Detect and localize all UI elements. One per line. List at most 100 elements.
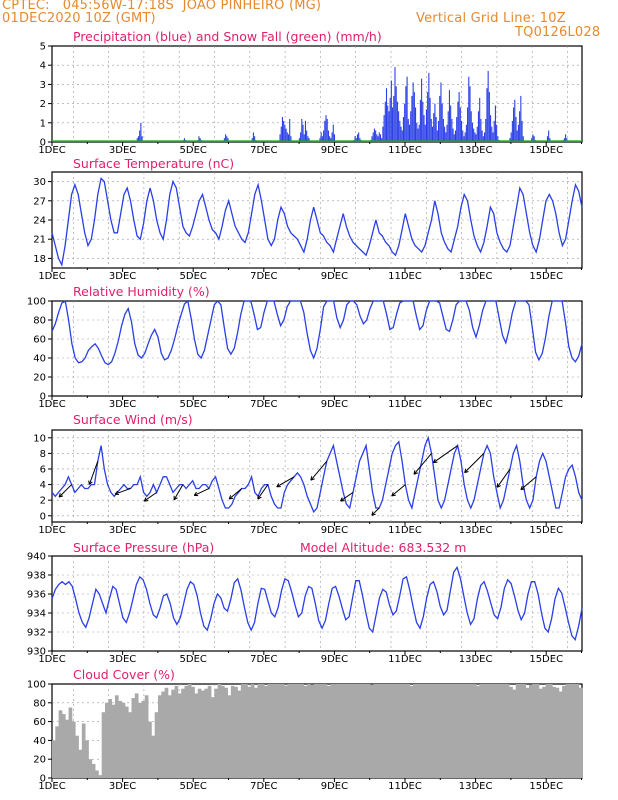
cloud-bar [515,684,520,778]
precip-bar [448,90,450,142]
x-tick-label: 5DEC [180,525,207,536]
precip-bar [393,95,395,142]
precip-bar [283,120,285,142]
wind-arrow-head [413,470,416,475]
precip-bar [225,134,227,142]
precip-bar [319,138,321,142]
cloud-bar [383,684,387,778]
cloud-bar [283,685,288,778]
wind-arrow-head [173,497,178,501]
cloud-bar [366,684,371,778]
precip-bar [382,126,384,142]
cloud-bar [171,689,175,778]
cloud-bar [118,700,122,778]
y-tick-label: 930 [27,647,46,658]
precip-bar [251,138,253,142]
cloud-bar [343,684,348,778]
cloud-bar [58,710,63,778]
precip-bar [388,111,390,142]
wind-arrow-head [88,480,90,485]
x-tick-label: 11DEC [388,654,422,665]
cloud-bar [499,684,503,778]
header-station: CPTEC: 045:56W-17:18S JOAO PINHEIRO (MG) [2,0,322,13]
cloud-bar [446,684,450,778]
cloud-bar [244,684,248,778]
cloud-bar [134,693,139,778]
cloud-bar [214,688,219,778]
x-tick-label: 13DEC [459,271,493,282]
precip-bar [285,128,287,142]
cloud-bar [350,684,354,778]
precip-bar [416,122,418,142]
x-tick-label: 1DEC [38,145,65,156]
header-code: TQ0126L028 [515,25,601,40]
precip-bar [281,117,283,142]
x-tick-label: 15DEC [529,145,563,156]
cloud-bar [121,702,126,778]
x-tick-label: 1DEC [38,399,65,410]
cloud-bar [181,688,185,778]
wind-arrow-head [310,478,315,481]
x-tick-label: 11DEC [388,399,422,410]
cloud-bar [293,684,298,778]
precip-bar [482,136,484,142]
precip-bar [494,105,496,142]
header-datetime: 01DEC2020 10Z (GMT) [2,11,156,26]
cloud-bar [373,684,378,778]
wind-arrow [496,468,511,488]
precip-bar [492,132,494,142]
precip-bar [425,109,427,142]
precip-bar [471,122,473,142]
precip-bar [467,107,469,142]
cloud-bar [211,697,215,778]
precip-bar [436,130,438,142]
x-tick-label: 5DEC [180,654,207,665]
cloud-bar [167,695,172,778]
precip-bar [402,117,405,142]
cloud-bar [201,690,205,778]
wind-arrow-head [114,490,119,495]
precip-bar [389,97,391,142]
precip-bar [326,118,328,142]
header-grid-line: Vertical Grid Line: 10Z [416,11,566,26]
precip-bar [429,97,431,142]
wind-arrow-head [391,491,394,497]
y-tick-label: 1 [40,118,46,129]
precip-bar [227,138,229,142]
x-tick-label: 15DEC [529,271,563,282]
precip-bar [424,124,426,142]
cloud-bar [353,684,358,778]
wind-arrow [433,445,458,463]
precip-bar [458,92,460,142]
y-tick-label: 100 [27,297,46,308]
cloud-bar [88,759,93,778]
precip-bar [404,103,406,142]
precip-bar [279,134,281,142]
panel-frame [51,429,583,523]
cloud-bar [204,688,209,778]
precip-bar [410,111,412,142]
cloud-bar [220,685,225,778]
cloud-bar [406,684,411,778]
y-tick-label: 4 [40,61,46,72]
x-tick-label: 7DEC [250,781,277,792]
cloud-bar [128,712,132,778]
x-tick-label: 1DEC [38,654,65,665]
cloud-bar [439,684,444,778]
cloud-bar [158,695,162,778]
cloud-bar [552,686,556,778]
x-tick-label: 7DEC [250,145,277,156]
wind-arrow [520,476,537,491]
precip-bar [464,132,466,142]
cloud-bar [456,684,460,778]
wind-arrow-head [229,497,234,500]
precip-bar [462,130,464,142]
precip-bar [431,126,434,142]
panel-title: Surface Temperature (nC) [73,156,234,171]
cloud-bar [247,686,252,778]
precip-bar [140,122,142,142]
precip-bar [481,130,483,142]
x-tick-label: 13DEC [459,654,493,665]
precip-bar [440,82,442,142]
